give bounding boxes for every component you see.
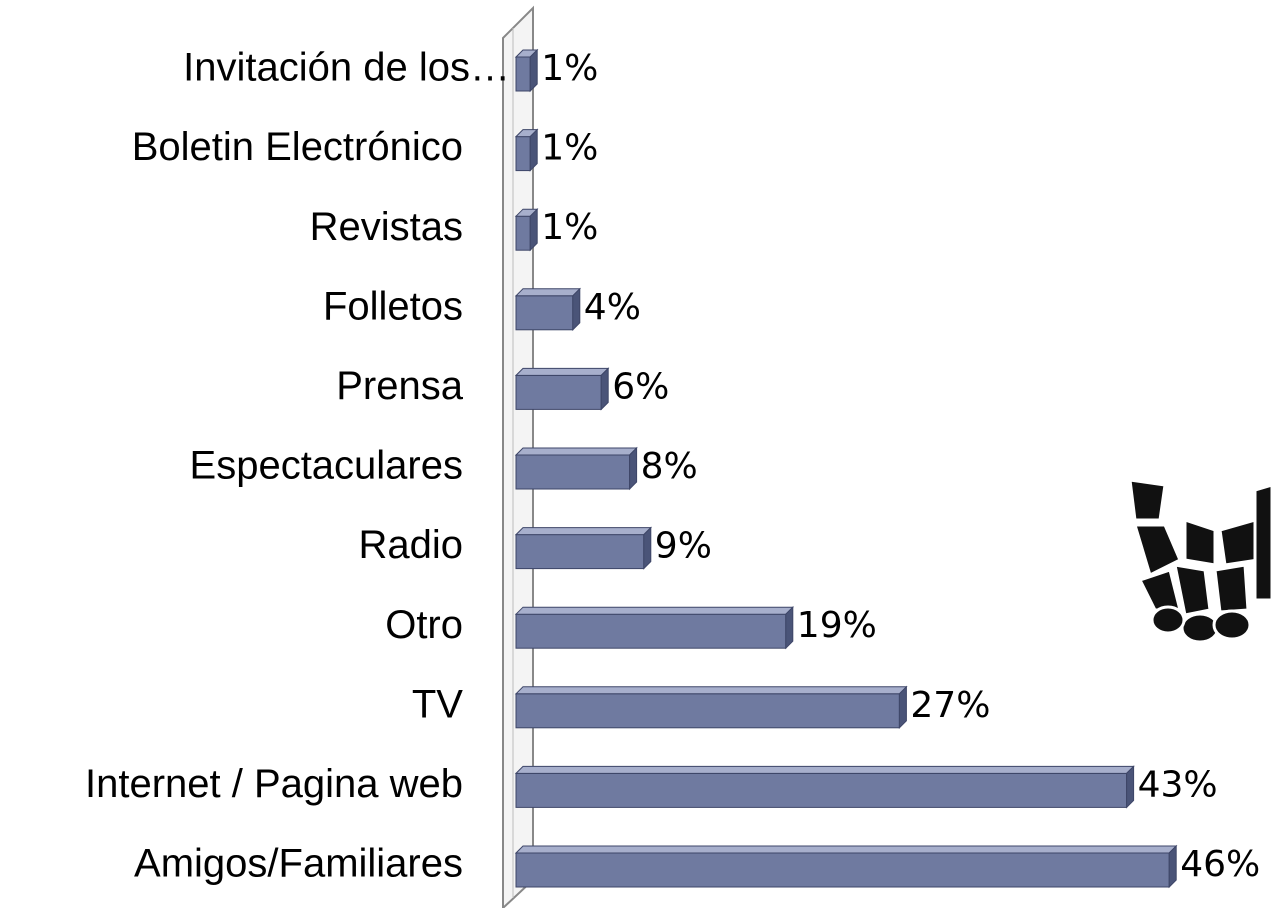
bar-top xyxy=(514,288,582,297)
bar-front xyxy=(515,693,900,729)
bar-side xyxy=(529,207,538,252)
bar-side xyxy=(600,367,609,411)
category-label: Folletos xyxy=(323,284,463,328)
category-label: Boletin Electrónico xyxy=(132,125,463,169)
category-label: Otro xyxy=(385,603,463,647)
bar-front xyxy=(515,852,1170,888)
bar xyxy=(514,48,539,93)
bar-side xyxy=(1126,765,1135,809)
bar-side xyxy=(643,526,652,570)
category-label: Internet / Pagina web xyxy=(85,762,463,806)
bar xyxy=(514,844,1178,889)
bar xyxy=(514,128,539,172)
value-label: 1% xyxy=(541,207,598,248)
bar-side xyxy=(785,605,794,650)
value-label: 6% xyxy=(612,366,669,407)
bar-top xyxy=(514,606,795,615)
category-label: Amigos/Familiares xyxy=(134,842,463,886)
category-label: Invitación de los… xyxy=(183,46,510,90)
bar-top xyxy=(514,765,1135,774)
bar xyxy=(514,765,1135,809)
bar xyxy=(514,287,582,332)
value-label: 8% xyxy=(641,446,698,487)
bar-side xyxy=(529,48,538,93)
bar xyxy=(514,207,539,252)
bar-side xyxy=(898,685,907,730)
bar-front xyxy=(515,772,1128,808)
category-label: Revistas xyxy=(310,205,463,249)
value-label: 19% xyxy=(797,605,877,646)
bar-top xyxy=(514,367,610,376)
bar-top xyxy=(514,686,908,695)
value-label: 27% xyxy=(910,685,990,726)
bar-front xyxy=(515,215,531,251)
bar-front xyxy=(515,613,787,649)
category-label: Espectaculares xyxy=(190,444,463,488)
category-label: Radio xyxy=(358,523,463,567)
bar-side xyxy=(529,128,538,172)
bar xyxy=(514,367,610,411)
bar-top xyxy=(514,845,1178,854)
value-label: 9% xyxy=(655,526,712,567)
bar-top xyxy=(514,447,638,456)
bar-front xyxy=(515,454,631,490)
bar-front xyxy=(515,534,645,570)
bar-front xyxy=(515,136,531,172)
bar-top xyxy=(514,527,653,536)
category-label: Prensa xyxy=(336,364,463,408)
bar xyxy=(514,605,795,650)
bar xyxy=(514,526,653,570)
bar-side xyxy=(572,287,581,332)
value-label: 1% xyxy=(541,128,598,169)
bar xyxy=(514,685,908,730)
value-label: 1% xyxy=(541,48,598,89)
bar-side xyxy=(1168,844,1177,889)
value-label: 46% xyxy=(1180,844,1260,885)
bar-front xyxy=(515,374,602,410)
bar-front xyxy=(515,295,574,331)
value-label: 4% xyxy=(584,287,641,328)
bar-front xyxy=(515,56,531,92)
bar-side xyxy=(629,446,638,491)
value-label: 43% xyxy=(1138,764,1218,805)
bar xyxy=(514,446,638,491)
decorative-image xyxy=(1128,470,1272,670)
category-label: TV xyxy=(412,682,463,726)
